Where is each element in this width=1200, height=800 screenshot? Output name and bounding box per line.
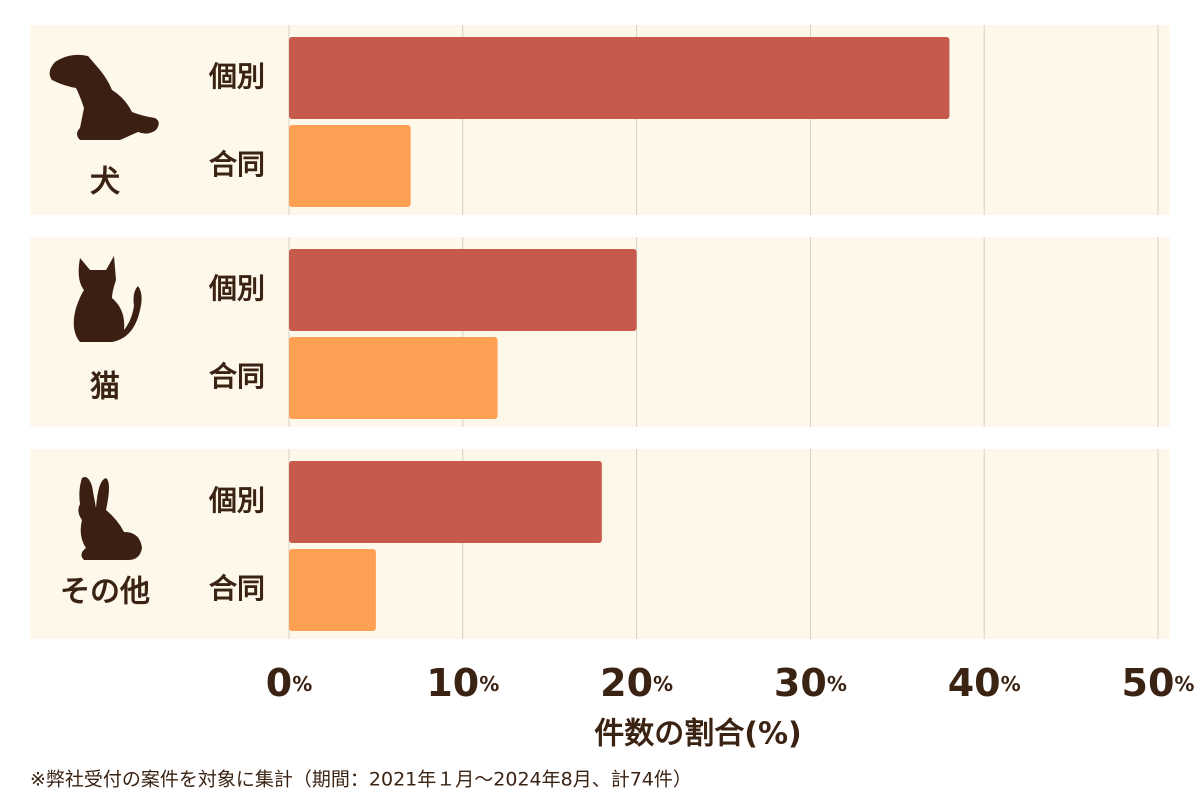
bar (289, 461, 602, 543)
series-label: 合同 (209, 360, 265, 393)
bar (289, 549, 376, 631)
group-icon (49, 54, 159, 140)
x-tick-label: 10% (426, 661, 499, 705)
series-label: 個別 (208, 272, 265, 305)
bars (289, 37, 950, 631)
x-tick-label: 30% (774, 661, 847, 705)
x-tick-label: 20% (600, 661, 673, 705)
series-label: 合同 (209, 148, 265, 181)
group-icon (73, 256, 142, 342)
bar (289, 337, 498, 419)
series-label: 個別 (208, 60, 265, 93)
x-axis-label: 件数の割合(%) (594, 717, 801, 752)
bar (289, 37, 950, 119)
series-label: 合同 (209, 572, 265, 605)
bar (289, 125, 411, 207)
footnote: ※弊社受付の案件を対象に集計（期間：2021年１月～2024年8月、計74件） (30, 769, 692, 791)
category-label: 猫 (90, 370, 120, 405)
x-tick-label: 0% (266, 661, 313, 705)
bar (289, 249, 637, 331)
category-label: その他 (60, 575, 150, 610)
x-tick-label: 40% (948, 661, 1021, 705)
category-label: 犬 (90, 165, 120, 200)
x-tick-label: 50% (1122, 661, 1195, 705)
group-icon (78, 477, 142, 560)
series-label: 個別 (208, 484, 265, 517)
